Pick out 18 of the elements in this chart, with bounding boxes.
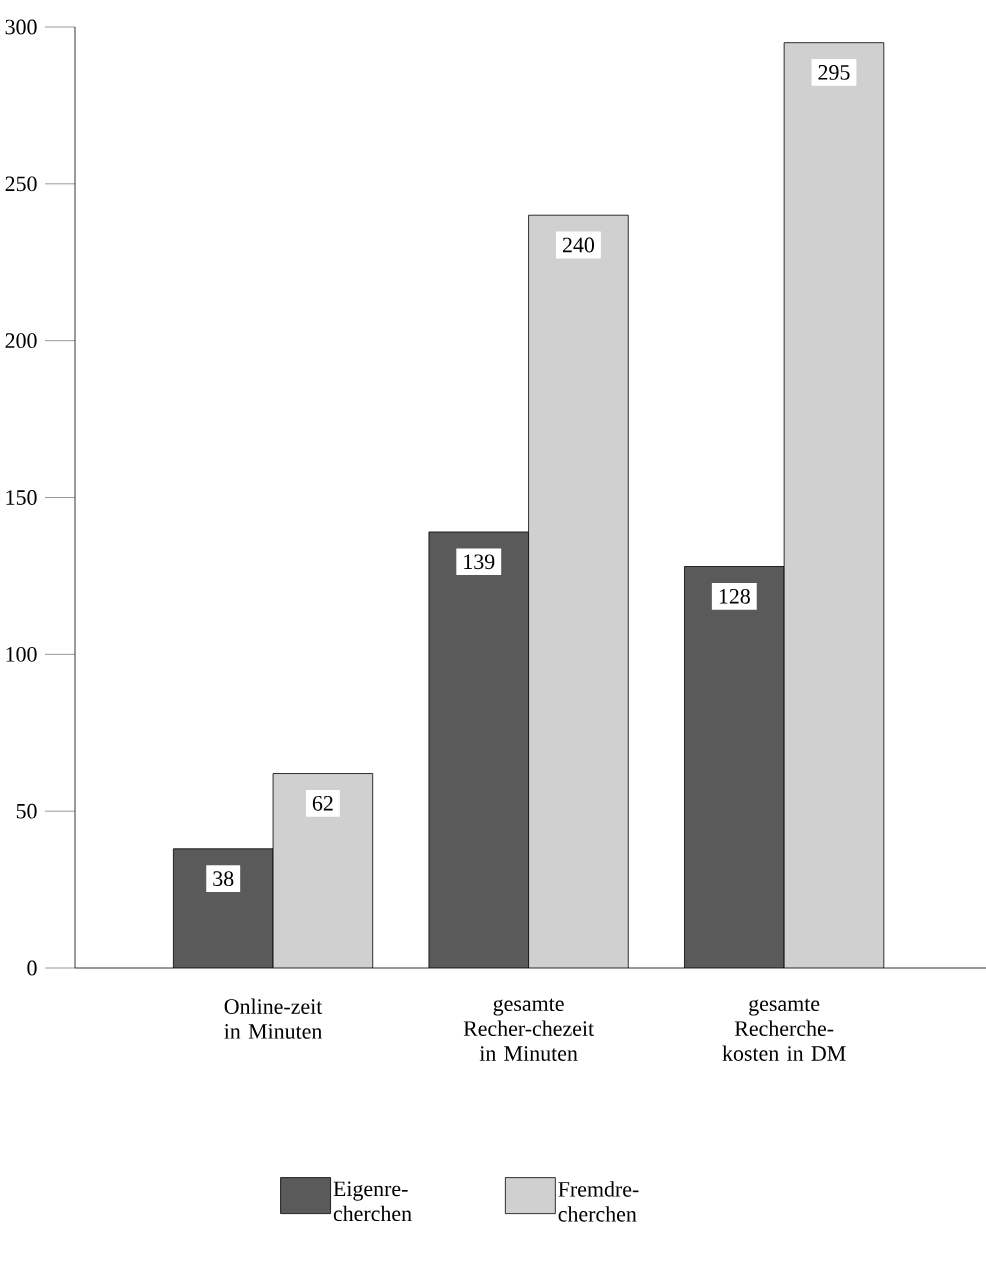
y-tick-label: 0 — [27, 960, 37, 976]
y-tick-label: 250 — [5, 176, 37, 192]
legend-label: Fremdre-cherchen — [558, 1181, 639, 1222]
x-tick-label: Online-zeit in Minuten — [224, 998, 323, 1039]
data-label: 240 — [562, 237, 595, 253]
data-label: 139 — [464, 554, 495, 570]
y-tick-label: 150 — [6, 490, 37, 505]
data-label: 38 — [213, 871, 234, 886]
y-tick-label: 100 — [6, 646, 37, 662]
x-tick-label: gesamte Recherche-kosten in DM — [722, 998, 846, 1061]
data-label: 128 — [719, 588, 750, 604]
data-label: 295 — [818, 65, 850, 80]
legend-label: Eigenre-cherchen — [333, 1181, 412, 1222]
x-tick-label: gesamte Recher-chezeit in Minuten — [463, 998, 594, 1061]
y-tick-label: 200 — [5, 333, 37, 349]
y-tick-label: 50 — [16, 803, 37, 819]
data-label: 62 — [312, 795, 333, 811]
y-tick-label: 300 — [5, 19, 37, 35]
